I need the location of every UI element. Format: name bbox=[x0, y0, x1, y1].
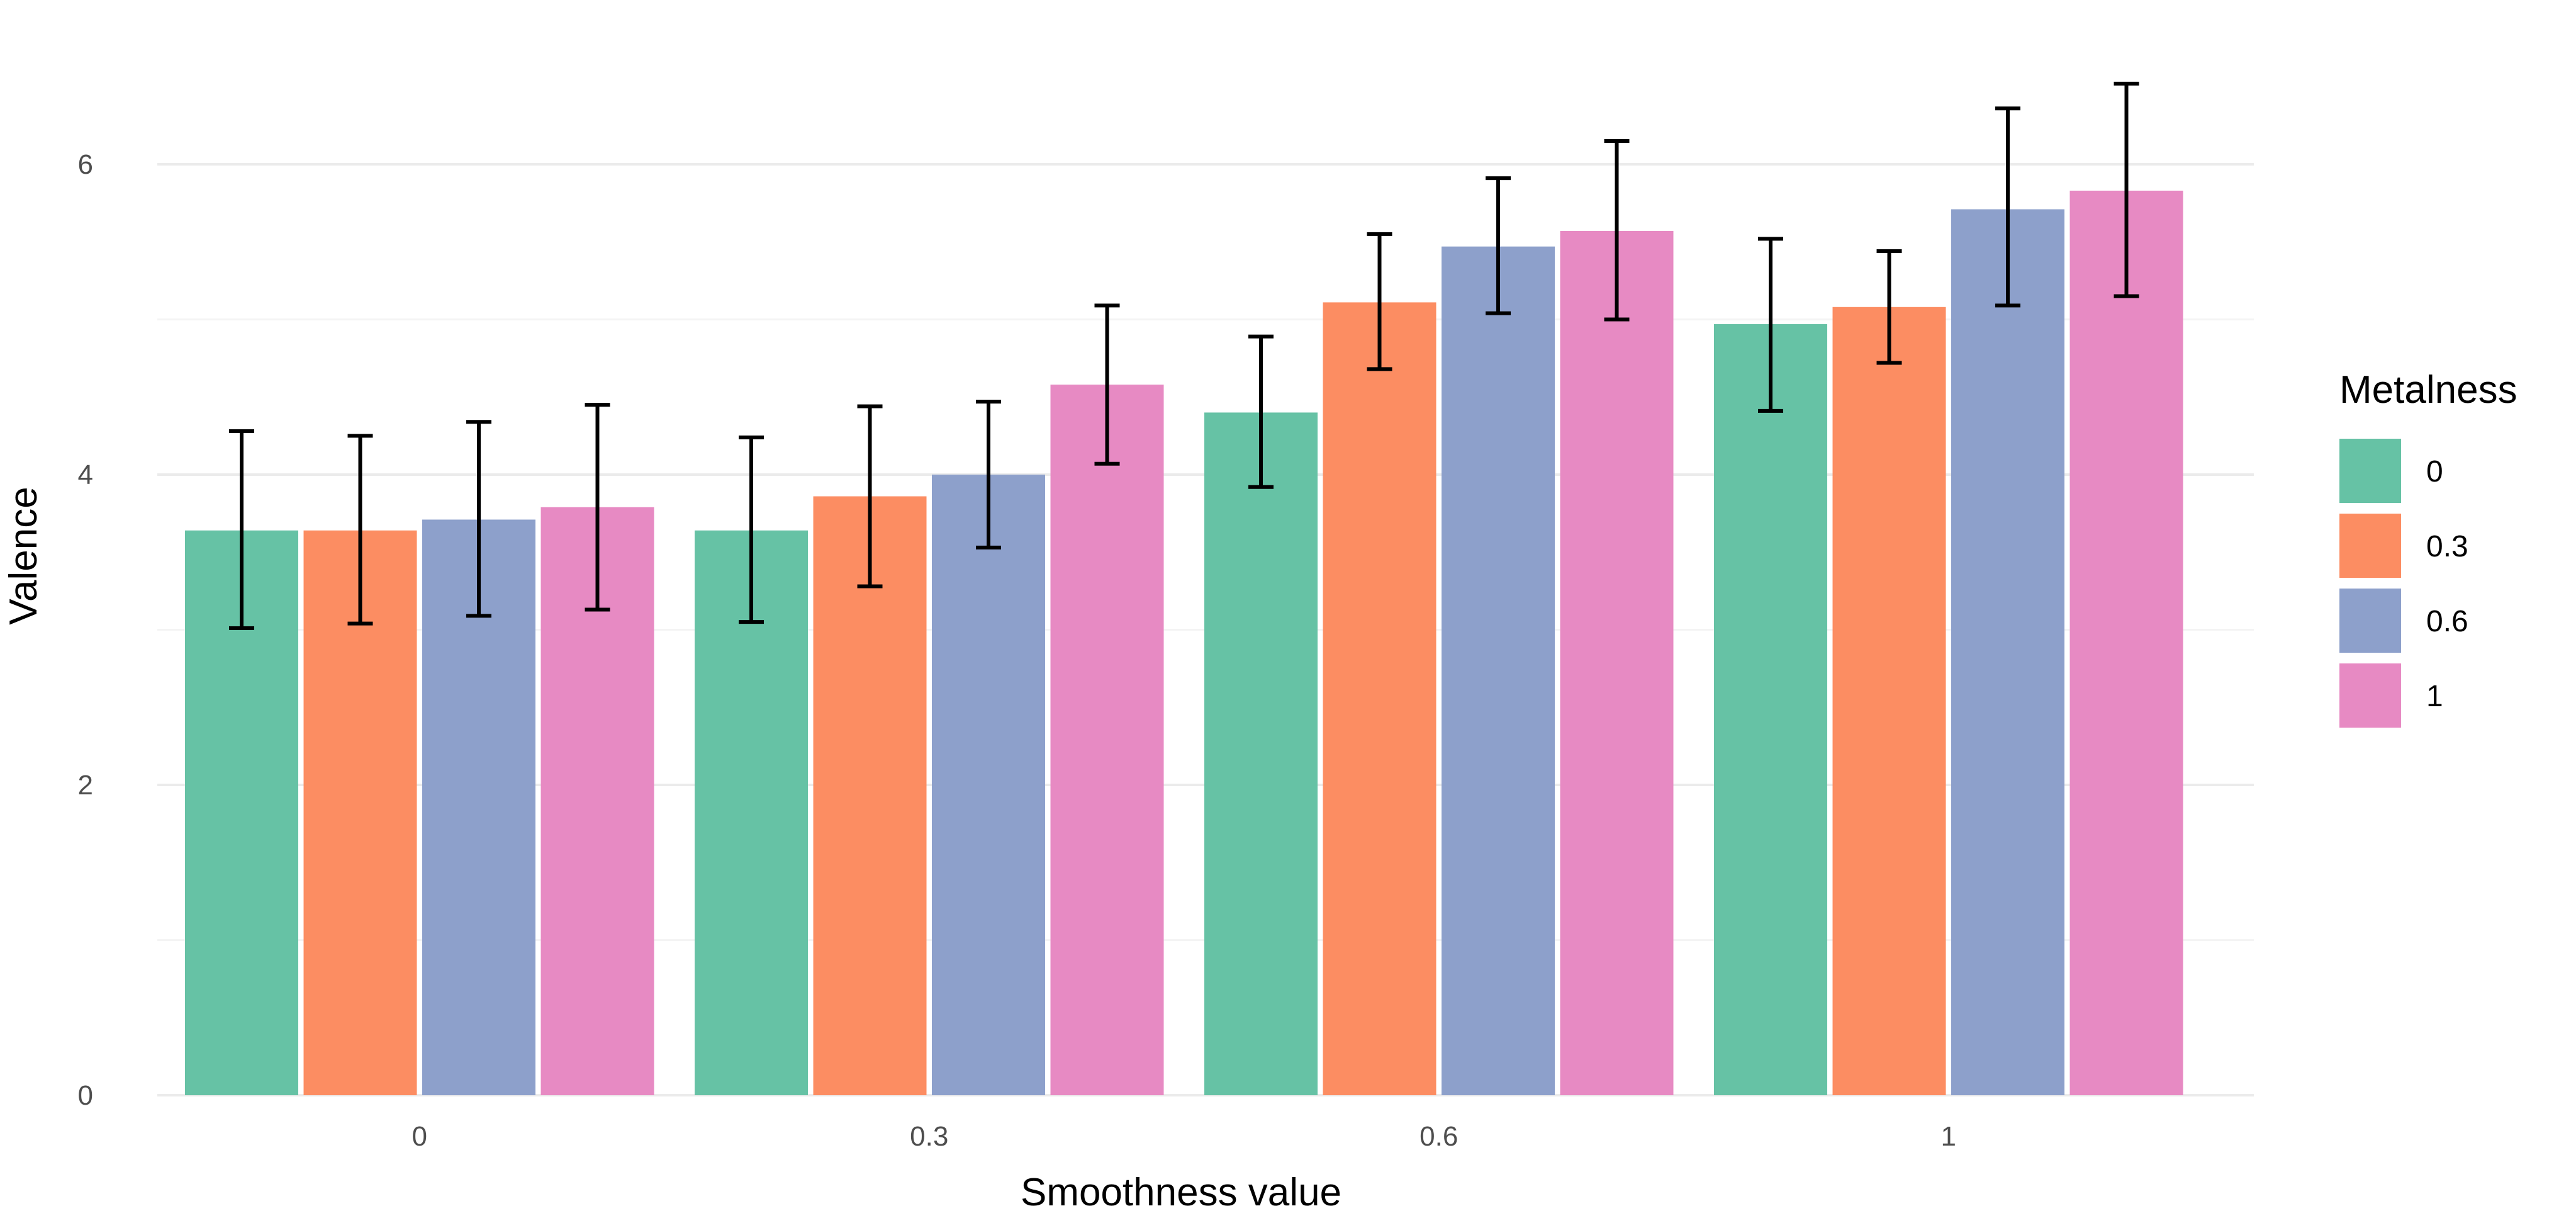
x-tick-label: 0 bbox=[412, 1121, 427, 1152]
y-tick-label: 6 bbox=[78, 149, 93, 180]
error-bar bbox=[739, 435, 764, 624]
bar-metalness-0-smoothness-0.3 bbox=[695, 530, 808, 1095]
y-tick-label: 4 bbox=[78, 459, 93, 490]
legend-label: 1 bbox=[2426, 680, 2443, 713]
legend-label: 0 bbox=[2426, 455, 2443, 488]
bar-metalness-1-smoothness-0.3 bbox=[1050, 385, 1164, 1095]
error-bar bbox=[1758, 237, 1783, 413]
legend-title: Metalness bbox=[2339, 368, 2517, 412]
legend-key-1 bbox=[2339, 663, 2401, 728]
x-axis-title: Smoothness value bbox=[1021, 1171, 1341, 1214]
x-tick-label: 0.3 bbox=[910, 1121, 948, 1152]
error-bar bbox=[1995, 106, 2020, 308]
y-axis-ticks: 0 2 4 6 bbox=[78, 149, 93, 1111]
error-bars bbox=[229, 81, 2139, 631]
x-tick-label: 0.6 bbox=[1420, 1121, 1458, 1152]
error-bar bbox=[1367, 232, 1392, 371]
bar-metalness-0.3-smoothness-0.6 bbox=[1323, 302, 1436, 1095]
x-tick-label: 1 bbox=[1941, 1121, 1956, 1152]
error-bar bbox=[1094, 303, 1120, 466]
legend-key-0.3 bbox=[2339, 514, 2401, 578]
error-bar bbox=[1876, 249, 1902, 365]
bar-metalness-1-smoothness-1 bbox=[2069, 190, 2183, 1095]
bars bbox=[185, 190, 2183, 1095]
bar-metalness-0.3-smoothness-0.3 bbox=[813, 496, 927, 1095]
legend-key-0 bbox=[2339, 439, 2401, 503]
bar-metalness-0-smoothness-0.6 bbox=[1204, 412, 1318, 1095]
error-bar bbox=[2114, 81, 2139, 298]
legend: Metalness 0 0.3 0.6 1 bbox=[2339, 368, 2517, 728]
bar-metalness-0.6-smoothness-0.6 bbox=[1442, 246, 1555, 1095]
error-bar bbox=[466, 420, 491, 618]
bar-metalness-0.3-smoothness-1 bbox=[1832, 307, 1946, 1095]
error-bar bbox=[585, 403, 610, 612]
error-bar bbox=[229, 429, 254, 631]
bar-metalness-0.6-smoothness-0.3 bbox=[932, 475, 1045, 1095]
y-tick-label: 2 bbox=[78, 770, 93, 801]
error-bar bbox=[1248, 334, 1274, 489]
error-bar bbox=[857, 404, 883, 589]
bar-metalness-1-smoothness-0.6 bbox=[1560, 230, 1674, 1095]
legend-key-0.6 bbox=[2339, 589, 2401, 653]
legend-label: 0.3 bbox=[2426, 530, 2468, 563]
error-bar bbox=[976, 400, 1001, 550]
error-bar bbox=[1604, 139, 1630, 322]
y-tick-label: 0 bbox=[78, 1080, 93, 1111]
error-bar bbox=[1486, 176, 1511, 315]
y-axis-title: Valence bbox=[2, 487, 45, 624]
legend-label: 0.6 bbox=[2426, 605, 2468, 638]
bar-metalness-0.6-smoothness-1 bbox=[1951, 209, 2064, 1095]
bar-metalness-0-smoothness-1 bbox=[1714, 324, 1827, 1095]
x-axis-ticks: 0 0.3 0.6 1 bbox=[412, 1121, 1956, 1152]
error-bar bbox=[347, 434, 373, 626]
